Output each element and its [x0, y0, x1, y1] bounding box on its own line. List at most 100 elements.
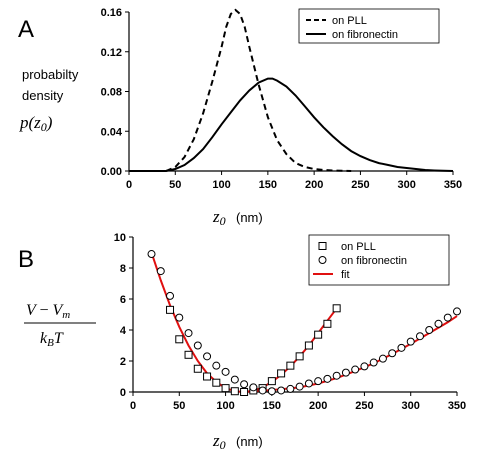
b-point-fibronectin	[203, 352, 212, 361]
b-y-tick-label: 10	[114, 232, 126, 244]
a-x-tick-label: 200	[305, 179, 323, 191]
b-ylabel-fraction: V − Vm kBT	[24, 302, 96, 349]
b-point-pll	[230, 387, 239, 396]
b-point-pll	[221, 384, 230, 393]
b-x-tick-label: 150	[263, 400, 281, 412]
b-point-pll	[203, 372, 212, 381]
b-point-pll	[277, 369, 286, 378]
svg-text:V − Vm: V − Vm	[26, 302, 70, 321]
b-legend-swatch	[318, 242, 327, 250]
b-fit-line-fibronectin	[244, 315, 458, 393]
a-series-on-fibronectin	[129, 77, 454, 172]
b-y-tick-label: 2	[120, 356, 126, 368]
a-x-tick-label: 50	[169, 179, 181, 191]
a-y-tick-label: 0.00	[101, 166, 122, 178]
b-point-fibronectin	[258, 386, 267, 395]
b-x-tick-label: 50	[173, 400, 185, 412]
b-point-fibronectin	[406, 337, 415, 346]
b-point-fibronectin	[360, 362, 369, 371]
b-point-fibronectin	[212, 361, 221, 370]
a-x-tick-label: 350	[444, 179, 462, 191]
b-point-pll	[175, 335, 184, 344]
b-point-fibronectin	[277, 386, 286, 395]
b-point-pll	[295, 352, 304, 361]
svg-text:z0: z0	[212, 431, 226, 452]
b-point-pll	[193, 364, 202, 373]
svg-text:(nm): (nm)	[236, 434, 263, 449]
svg-text:z0: z0	[212, 207, 226, 228]
b-x-tick-label: 0	[130, 400, 136, 412]
b-point-fibronectin	[147, 250, 156, 259]
b-point-fibronectin	[378, 354, 387, 363]
b-point-fibronectin	[267, 387, 276, 396]
b-point-fibronectin	[351, 365, 360, 374]
b-legend-label: fit	[341, 269, 350, 281]
b-legend-frame	[308, 234, 450, 286]
b-point-pll	[184, 350, 193, 359]
a-x-tick-label: 300	[398, 179, 416, 191]
b-point-fibronectin	[314, 377, 323, 386]
svg-text:(nm): (nm)	[236, 210, 263, 225]
b-x-tick-label: 250	[355, 400, 373, 412]
a-y-tick-label: 0.08	[101, 87, 122, 99]
svg-text:kBT: kBT	[40, 330, 64, 349]
b-legend: on PLL on fibronectin fit	[308, 234, 450, 286]
b-point-fibronectin	[397, 343, 406, 352]
b-point-fibronectin	[323, 374, 332, 383]
b-x-tick-label: 300	[402, 400, 420, 412]
b-point-fibronectin	[166, 291, 175, 300]
b-point-pll	[286, 361, 295, 370]
a-xlabel: z0 (nm)	[212, 207, 263, 228]
a-ylabel-line1: probabilty	[22, 67, 79, 82]
a-legend-label: on fibronectin	[332, 29, 398, 41]
b-x-tick-label: 100	[216, 400, 234, 412]
b-x-tick-label: 350	[448, 400, 466, 412]
b-point-fibronectin	[240, 380, 249, 389]
b-point-fibronectin	[388, 349, 397, 358]
a-x-tick-label: 0	[126, 179, 132, 191]
b-point-pll	[314, 330, 323, 339]
b-point-fibronectin	[230, 375, 239, 384]
a-x-tick-label: 250	[351, 179, 369, 191]
b-point-fibronectin	[369, 358, 378, 367]
b-y-tick-label: 4	[120, 325, 127, 337]
a-legend-frame	[298, 8, 440, 44]
b-y-tick-label: 6	[120, 294, 126, 306]
a-ylabel-math: p(z0)	[19, 113, 53, 134]
b-point-fibronectin	[304, 379, 313, 388]
b-point-fibronectin	[221, 367, 230, 376]
b-point-fibronectin	[415, 332, 424, 341]
svg-text:p(z0): p(z0)	[19, 113, 53, 134]
b-point-pll	[332, 304, 341, 313]
b-x-tick-label: 200	[309, 400, 327, 412]
chart-b: 0 50 100 150 200 250 300 350 0 2 4 6 8 10 on PLL on fib…	[114, 232, 466, 412]
chart-a: 0 50 100 150 200 250 300 350 0.00 0.04 0.08 0.12 0.1…	[101, 7, 463, 191]
panel-letter-a: A	[18, 16, 34, 43]
b-point-pll	[267, 377, 276, 386]
b-point-pll	[304, 341, 313, 350]
b-point-fibronectin	[425, 326, 434, 334]
b-point-fibronectin	[332, 371, 341, 380]
b-point-pll	[212, 378, 221, 387]
b-legend-swatch	[318, 256, 327, 264]
b-y-tick-label: 0	[120, 387, 126, 399]
a-series-on-pll	[165, 8, 352, 172]
a-legend: on PLL on fibronectin	[298, 8, 440, 44]
a-legend-label: on PLL	[332, 15, 367, 27]
a-y-tick-label: 0.16	[101, 7, 122, 19]
a-y-tick-label: 0.04	[101, 126, 123, 138]
b-point-fibronectin	[434, 319, 443, 328]
b-point-fibronectin	[443, 313, 452, 322]
a-y-tick-label: 0.12	[101, 47, 122, 59]
b-point-fibronectin	[286, 384, 295, 393]
b-point-fibronectin	[175, 313, 184, 322]
b-point-fibronectin	[295, 382, 304, 391]
b-point-fibronectin	[184, 329, 193, 338]
b-point-pll	[240, 388, 249, 396]
b-legend-label: on PLL	[341, 241, 376, 253]
panel-letter-b: B	[18, 246, 34, 273]
b-y-tick-label: 8	[120, 263, 126, 275]
a-x-tick-label: 100	[212, 179, 230, 191]
b-point-fibronectin	[341, 368, 350, 377]
